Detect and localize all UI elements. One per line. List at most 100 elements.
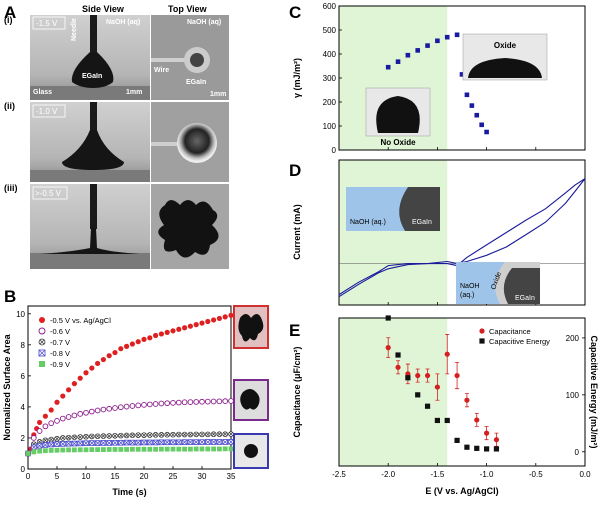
voltage-label-3: >-0.5 V: [35, 189, 62, 198]
egain-droplet-1: [71, 52, 114, 88]
plot-c-inset-nooxide-drop: [376, 96, 420, 133]
plot-b-point: [205, 446, 211, 452]
plot-b-point: [141, 446, 147, 452]
plot-b-point: [135, 402, 142, 409]
plot-b-point-cross: [147, 439, 153, 446]
plot-b-point: [42, 442, 49, 448]
plot-b-point: [175, 439, 182, 446]
plot-b-point-cross: [164, 439, 170, 445]
plot-b-point-cross: [176, 432, 181, 437]
plot-b-point: [77, 375, 83, 381]
plot-c-point: [479, 122, 484, 128]
plot-b-point: [95, 360, 101, 367]
plot-b-point: [83, 440, 89, 447]
panel-e-letter: E: [289, 321, 300, 340]
plot-b-point: [54, 418, 60, 424]
plot-b-legend-label: -0.6 V: [50, 327, 70, 336]
plot-e-point: [454, 437, 460, 443]
plot-e-point: [434, 417, 440, 424]
plot-b-legend-marker: [38, 349, 46, 357]
plot-b-point: [228, 446, 234, 452]
plot-b-point: [66, 387, 72, 393]
plot-b-point: [25, 451, 31, 456]
plot-b-point: [170, 328, 176, 334]
plot-b-point: [205, 431, 211, 438]
plot-b-point-cross: [199, 439, 205, 445]
plot-d-inset-1-egain-label: EGaIn: [412, 219, 432, 226]
plot-b-point: [170, 431, 176, 438]
plot-b-point-cross: [112, 440, 118, 446]
plot-b-point: [106, 353, 112, 359]
plot-e-point: [424, 403, 431, 409]
plot-c-ytick-label: 500: [323, 26, 337, 35]
plot-b-point: [228, 312, 234, 318]
plot-b-point-cross: [223, 432, 228, 437]
plot-d-inset-1-naoh: NaOH (aq.): [350, 219, 386, 226]
plot-b-point: [60, 441, 66, 447]
plot-b-point: [106, 447, 112, 452]
plot-c-inset-oxide-label: Oxide: [494, 41, 517, 50]
plot-e-point: [424, 372, 431, 379]
plot-b-point: [94, 407, 101, 414]
plot-b-point: [199, 398, 205, 405]
plot-b-point: [60, 447, 66, 453]
plot-b-point-cross: [188, 432, 193, 437]
plot-b-point-cross: [71, 440, 78, 447]
plot-b-point-cross: [43, 438, 48, 443]
plot-c-ytick-label: 400: [323, 50, 337, 59]
plot-b-point: [176, 326, 182, 332]
plot-b-point: [182, 446, 187, 452]
plot-c-ytick-label: 300: [323, 74, 337, 83]
plot-e-point: [464, 397, 470, 403]
top-droplet-core-1: [190, 53, 204, 67]
glass-label: Glass: [33, 89, 52, 96]
plot-b-point-cross: [171, 432, 175, 437]
plot-b-point-cross: [210, 439, 217, 445]
plot-b-point-cross: [211, 432, 216, 437]
plot-b-point-cross: [55, 436, 59, 441]
plot-e-frame: [338, 317, 586, 467]
plot-b-point: [164, 439, 171, 446]
plot-b-xtick-label: 10: [82, 472, 91, 481]
plot-e-point: [493, 437, 500, 443]
plot-b-point: [43, 448, 48, 454]
plot-b-point-cross: [95, 434, 100, 439]
plot-b-point: [89, 440, 95, 446]
row-label-i: (i): [4, 15, 13, 25]
plot-b-point-cross: [217, 432, 222, 437]
plot-b-point: [36, 442, 43, 449]
plot-c-point: [474, 112, 480, 118]
plot-b-point: [83, 447, 89, 453]
plot-b-point: [48, 441, 54, 448]
plot-b-point-cross: [106, 440, 112, 446]
plot-c-point: [385, 64, 391, 70]
plot-b-point: [193, 446, 199, 452]
plot-c-point: [405, 52, 411, 58]
plot-b-point-cross: [187, 439, 194, 445]
plot-b-point-cross: [78, 435, 83, 439]
plot-b-legend-marker: [39, 361, 45, 367]
panel-c-letter: C: [289, 3, 301, 22]
plot-b-point-cross: [165, 432, 170, 437]
plot-b-point: [158, 331, 164, 337]
plot-b-point: [54, 435, 60, 442]
voltage-box-3: [32, 186, 68, 200]
plot-b-point: [152, 439, 159, 446]
plot-b-point: [210, 439, 217, 445]
plot-b-point: [147, 446, 153, 452]
plot-e-ytick-right-label: 100: [566, 391, 580, 400]
plot-e-ytick-right-label: 0: [575, 448, 580, 457]
plot-b-point-cross: [228, 439, 234, 445]
plot-b-point-cross: [158, 439, 165, 445]
plot-b-point-cross: [141, 439, 147, 446]
plot-b-point: [199, 439, 205, 445]
plot-e-xtick-label: 0.0: [579, 470, 591, 479]
panel-d-letter: D: [289, 161, 301, 180]
top-view-title: Top View: [168, 4, 208, 14]
plot-e-point: [415, 392, 421, 398]
plot-b-point: [36, 428, 43, 434]
plot-b-point: [187, 323, 193, 329]
plot-b-point: [217, 446, 222, 452]
plot-e-xtick-label: -1.5: [431, 470, 445, 479]
plot-b-point: [112, 447, 118, 452]
